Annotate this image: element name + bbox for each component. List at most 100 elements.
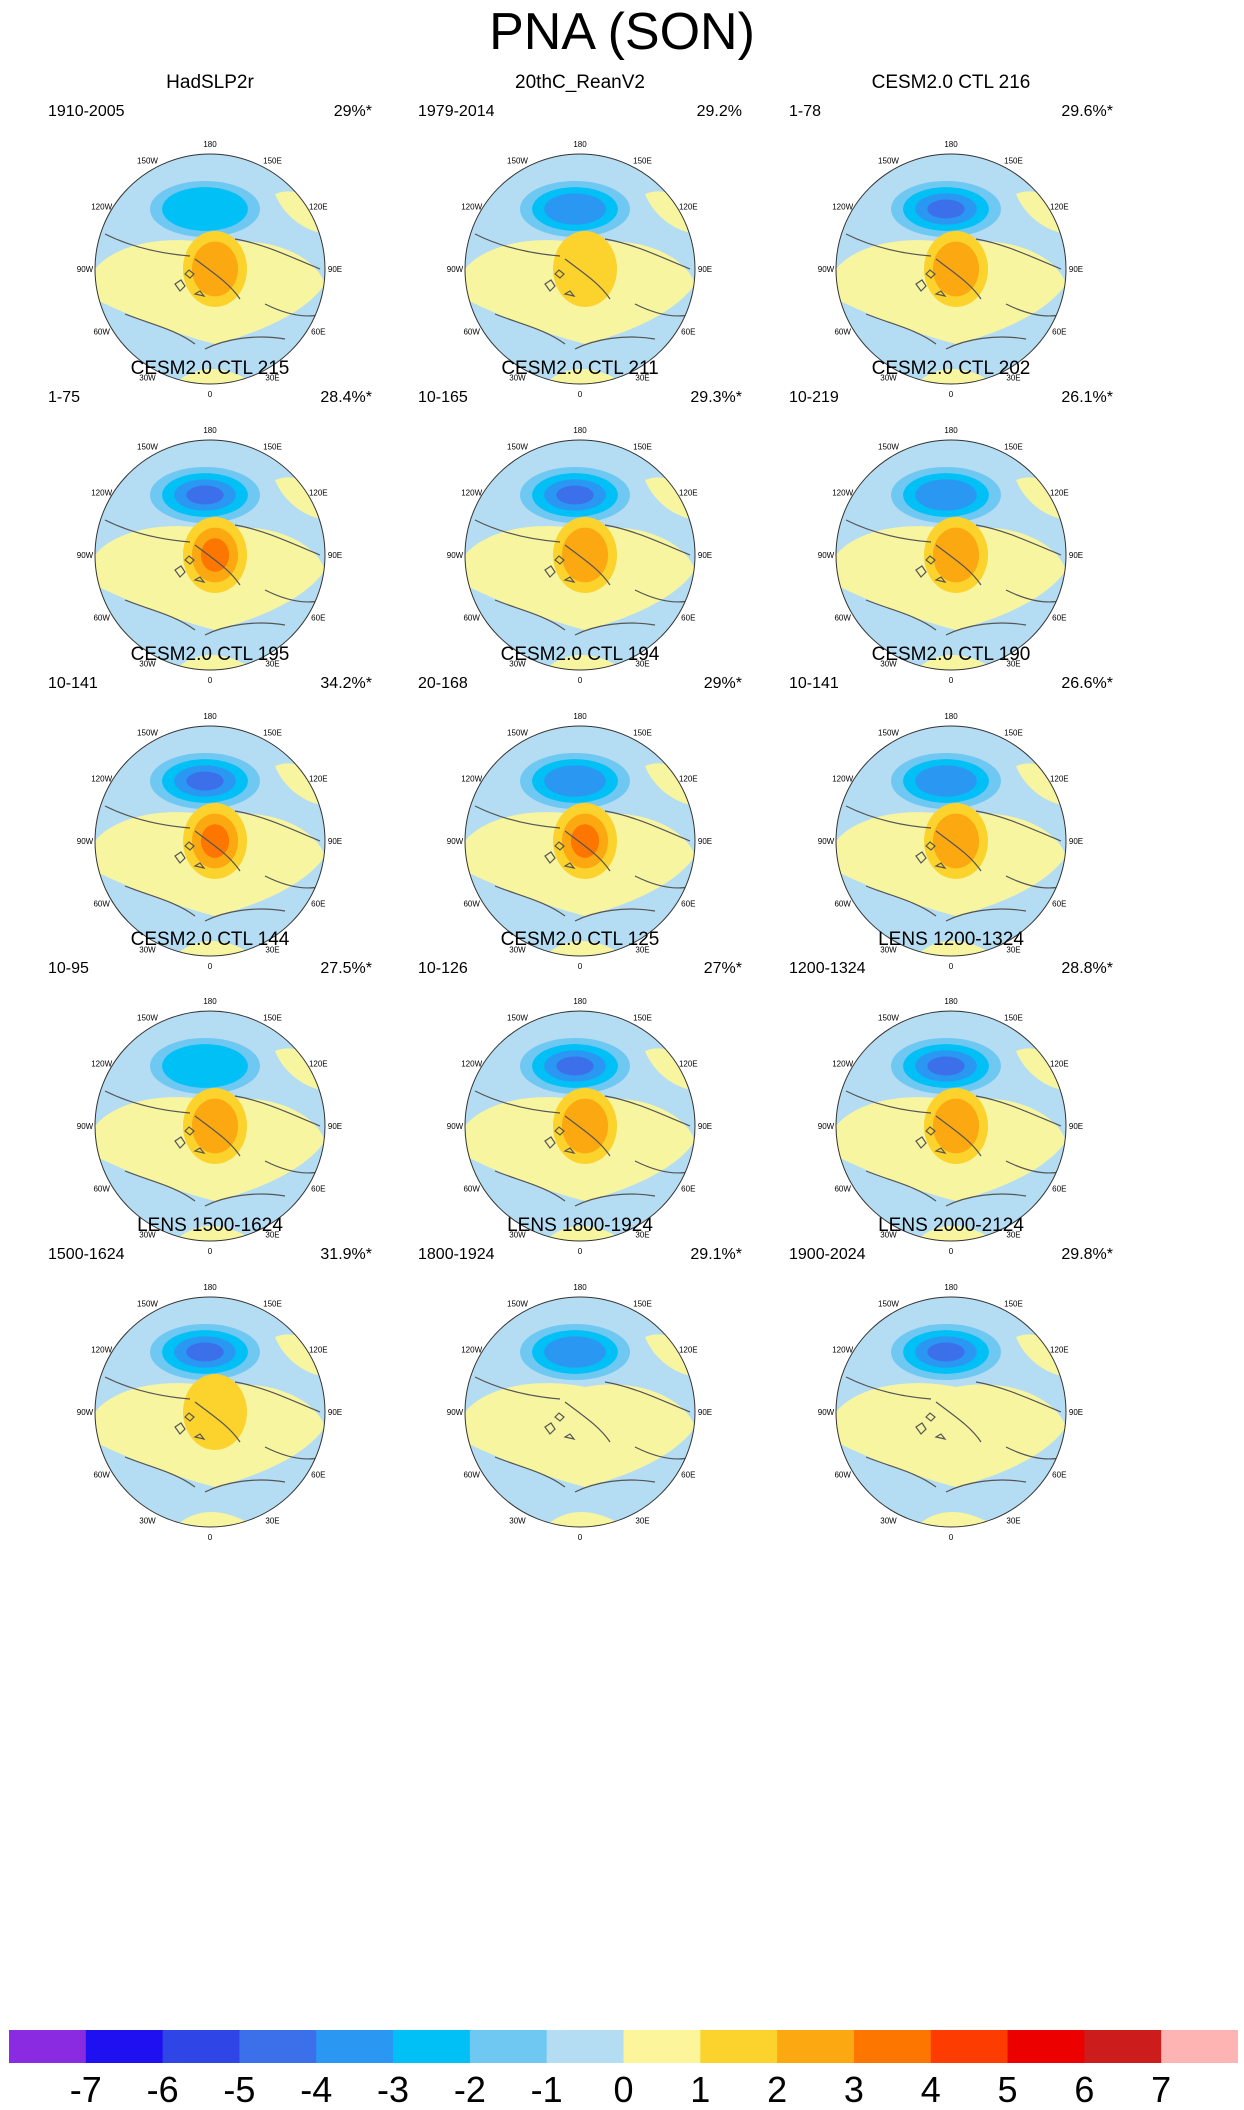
longitude-label: 30E	[635, 1230, 649, 1239]
longitude-label: 0	[949, 676, 954, 685]
longitude-label: 30W	[880, 373, 897, 382]
polar-map: 180 150E 120E 90E 60E 30E 0 30W 60W 90W 120W 150W	[447, 1283, 712, 1542]
longitude-label: 0	[208, 390, 213, 399]
panel-variance: 26.6%*	[1061, 675, 1113, 692]
longitude-label: 60W	[93, 900, 110, 909]
negative-anomaly-contour	[162, 187, 248, 231]
polar-map: 180 150E 120E 90E 60E 30E 0 30W 60W 90W 120W 150W	[818, 712, 1083, 971]
longitude-label: 60E	[681, 1471, 695, 1480]
longitude-label: 30E	[265, 1230, 279, 1239]
longitude-label: 180	[573, 140, 587, 149]
coastline	[494, 1456, 656, 1493]
map-panel: CESM2.0 CTL 215 1-75 28.4%* 180 150E 120E 90E 6…	[25, 358, 395, 703]
longitude-label: 120E	[1050, 775, 1069, 784]
longitude-label: 30W	[509, 945, 526, 954]
colorbar-swatch	[930, 2030, 1009, 2063]
longitude-label: 120W	[832, 775, 853, 784]
colorbar-swatch	[623, 2030, 701, 2063]
panel-title: CESM2.0 CTL 144	[130, 929, 290, 950]
map-boundary	[94, 725, 326, 957]
longitude-label: 30E	[1006, 1516, 1020, 1525]
map-boundary	[835, 439, 1067, 671]
map-boundary	[94, 153, 326, 385]
negative-anomaly-contour	[915, 479, 977, 511]
panel-title: CESM2.0 CTL 195	[130, 644, 290, 665]
panel-title: CESM2.0 CTL 125	[500, 929, 660, 950]
map-panel: LENS 2000-2124 1900-2024 29.8%* 180 150E 120E…	[766, 1215, 1136, 1560]
panel-period: 10-95	[48, 960, 89, 977]
polar-map: 180 150E 120E 90E 60E 30E 0 30W 60W 90W 120W 150W	[447, 426, 712, 685]
coastline	[174, 1412, 206, 1440]
longitude-label: 90W	[447, 265, 464, 274]
panel-title: 20thC_ReanV2	[515, 72, 645, 93]
longitude-label: 60E	[311, 1471, 325, 1480]
colorbar-tick-label: 1	[690, 2069, 711, 2110]
longitude-label: 90W	[447, 1408, 464, 1417]
coastline	[474, 233, 611, 300]
longitude-label: 150W	[507, 443, 528, 452]
longitude-label: 150W	[878, 1300, 899, 1309]
longitude-label: 120E	[309, 775, 328, 784]
negative-anomaly-contour	[544, 1336, 606, 1368]
longitude-label: 60E	[1052, 328, 1066, 337]
longitude-label: 0	[208, 1247, 213, 1256]
colorbar-swatch	[162, 2030, 240, 2063]
map-panel: LENS 1800-1924 1800-1924 29.1%* 180 150E 120E…	[395, 1215, 765, 1560]
map-panel: CESM2.0 CTL 190 10-141 26.6%* 180 150E 120E 90…	[766, 644, 1136, 989]
colorbar-tick-label: 6	[1074, 2069, 1095, 2110]
longitude-label: 30E	[265, 373, 279, 382]
longitude-label: 30W	[139, 1516, 156, 1525]
positive-anomaly-region	[545, 655, 625, 670]
longitude-label: 30E	[265, 659, 279, 668]
map-boundary	[464, 725, 696, 957]
colorbar	[9, 2030, 1238, 2063]
longitude-label: 60W	[463, 1471, 480, 1480]
longitude-label: 30W	[509, 1230, 526, 1239]
longitude-label: 30W	[139, 373, 156, 382]
longitude-label: 0	[578, 1533, 583, 1542]
longitude-label: 120W	[91, 775, 112, 784]
colorbar-swatch	[9, 2030, 87, 2063]
longitude-label: 60E	[311, 1185, 325, 1194]
longitude-label: 90W	[447, 551, 464, 560]
longitude-label: 60W	[93, 1185, 110, 1194]
panel-period: 1200-1324	[789, 960, 866, 977]
panel-variance: 31.9%*	[320, 1246, 372, 1263]
longitude-label: 150W	[507, 1300, 528, 1309]
longitude-label: 150W	[137, 1014, 158, 1023]
longitude-label: 150E	[1004, 157, 1023, 166]
positive-anomaly-contour	[561, 527, 609, 583]
longitude-label: 60E	[681, 614, 695, 623]
coastline	[104, 1090, 241, 1157]
longitude-label: 90E	[1069, 265, 1083, 274]
coastline	[544, 1126, 576, 1154]
longitude-label: 30W	[139, 945, 156, 954]
coastline	[124, 885, 286, 922]
map-panel: CESM2.0 CTL 194 20-168 29%* 180 150E 120E 90E 6…	[395, 644, 765, 989]
longitude-label: 30W	[509, 1516, 526, 1525]
coastline	[124, 313, 286, 350]
longitude-label: 90E	[698, 265, 712, 274]
map-panel: LENS 1500-1624 1500-1624 31.9%* 180 150E 120E…	[25, 1215, 395, 1560]
longitude-label: 30E	[635, 1516, 649, 1525]
panel-title: CESM2.0 CTL 190	[871, 644, 1031, 665]
coastline	[915, 555, 947, 583]
positive-anomaly-region	[916, 1512, 996, 1527]
longitude-label: 30E	[265, 945, 279, 954]
longitude-label: 60W	[834, 1471, 851, 1480]
longitude-label: 30W	[880, 1230, 897, 1239]
map-panel: HadSLP2r 1910-2005 29%* 180 150E 120E 90E 60E 30…	[25, 72, 395, 417]
longitude-label: 90W	[77, 551, 94, 560]
longitude-label: 60W	[463, 328, 480, 337]
longitude-label: 120W	[461, 1060, 482, 1069]
colorbar-tick-label: 2	[767, 2069, 788, 2110]
negative-anomaly-contour	[186, 485, 224, 505]
negative-anomaly-contour	[927, 1342, 965, 1362]
positive-anomaly-region	[916, 1226, 996, 1241]
longitude-label: 90E	[1069, 1408, 1083, 1417]
longitude-label: 90E	[328, 837, 342, 846]
longitude-label: 120E	[679, 203, 698, 212]
coastline	[865, 885, 1027, 922]
longitude-label: 180	[944, 712, 958, 721]
longitude-label: 120E	[1050, 1346, 1069, 1355]
